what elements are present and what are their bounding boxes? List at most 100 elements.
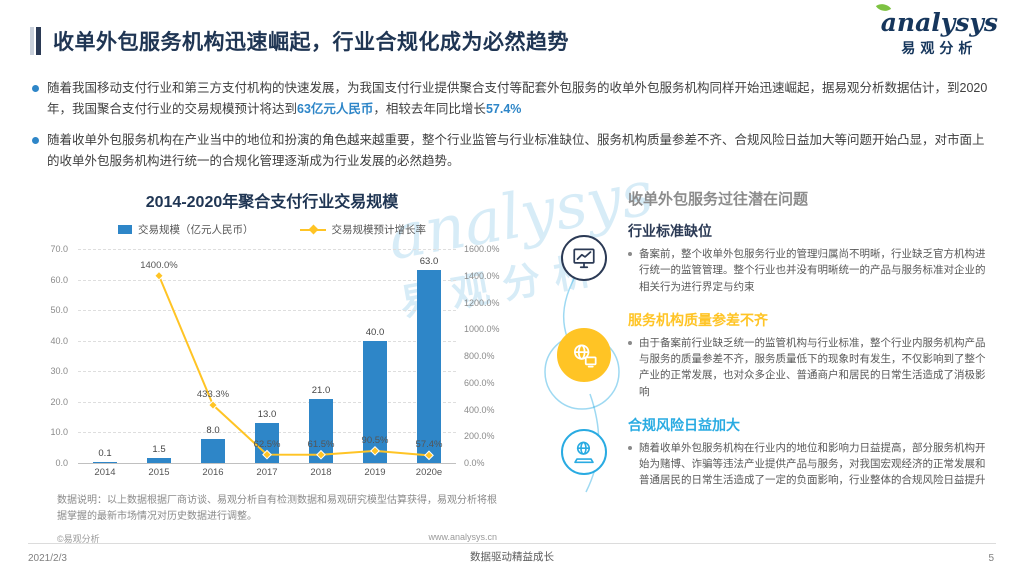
issue-description: 由于备案前行业缺乏统一的监管机构与行业标准，整个行业内服务机构产品与服务的质量参…	[639, 336, 986, 398]
x-axis-label: 2017	[256, 467, 278, 478]
chart-plot-area: 70.0 60.0 50.0 40.0 30.0 20.0 10.0 0.0 0.1 1.5 8.…	[50, 244, 499, 468]
header-bullets: 随着我国移动支付行业和第三方支付机构的快速发展，为我国支付行业提供聚合支付等配套…	[30, 78, 994, 181]
title-row: 收单外包服务机构迅速崛起，行业合规化成为必然趋势	[30, 26, 569, 56]
issue-title: 服务机构质量参差不齐	[628, 311, 768, 328]
legend-bar-label: 交易规模（亿元人民币）	[138, 224, 254, 236]
issues-section: 收单外包服务过往潜在问题 行业标准缺位	[540, 188, 998, 504]
bar-value-label: 40.0	[365, 326, 385, 338]
bullet-dot-icon	[32, 85, 39, 92]
footer-divider	[28, 543, 996, 544]
bullet-dot	[628, 252, 632, 256]
globe-laptop-icon	[561, 428, 607, 475]
left-axis: 70.0 60.0 50.0 40.0 30.0 20.0 10.0 0.0	[30, 244, 72, 468]
issue-text: 备案前，整个收单外包服务行业的管理归属尚不明晰，行业缺乏官方机构进行统一的监管管…	[628, 246, 994, 295]
issue-body: 服务机构质量参差不齐 由于备案前行业缺乏统一的监管机构与行业标准，整个行业内服务…	[628, 310, 998, 400]
footer-date: 2021/2/3	[28, 553, 67, 564]
accent-bar-dark	[36, 27, 41, 55]
growth-value-label: 433.3%	[196, 389, 230, 401]
globe-monitor-icon	[557, 327, 611, 382]
legend-line-label: 交易规模预计增长率	[331, 224, 427, 236]
header-bullet: 随着我国移动支付行业和第三方支付机构的快速发展，为我国支付行业提供聚合支付等配套…	[30, 78, 994, 121]
page-title: 收单外包服务机构迅速崛起，行业合规化成为必然趋势	[53, 31, 569, 54]
left-axis-label: 60.0	[50, 274, 68, 285]
copyright-text: ©易观分析	[57, 534, 100, 544]
left-axis-label: 40.0	[50, 335, 68, 346]
right-axis-label: 600.0%	[464, 377, 495, 388]
grid-line	[78, 371, 456, 373]
issue-icon-col	[540, 415, 628, 489]
issue-title: 合规风险日益加大	[628, 416, 740, 433]
grid-line	[78, 310, 456, 312]
chart-legend: 交易规模（亿元人民币） 交易规模预计增长率	[30, 222, 514, 237]
issue-item-industry-standard: 行业标准缺位 备案前，整个收单外包服务行业的管理归属尚不明晰，行业缺乏官方机构进…	[540, 221, 998, 295]
grid-line	[78, 279, 456, 281]
growth-value-label: 61.5%	[307, 438, 335, 450]
issue-icon-col	[540, 221, 628, 295]
line-point-diamond-icon	[262, 449, 272, 460]
bullet-text: 随着我国移动支付行业和第三方支付机构的快速发展，为我国支付行业提供聚合支付等配套…	[47, 81, 988, 117]
x-axis-label: 2020e	[415, 467, 443, 478]
bar	[417, 270, 441, 463]
issues-heading: 收单外包服务过往潜在问题	[628, 191, 809, 208]
bar	[147, 458, 171, 463]
bar	[93, 461, 117, 463]
plot: 0.1 1.5 8.0 13.0 21.0 40.0 63.0 1400.0% 433.3% 62…	[78, 249, 456, 464]
grid-line	[78, 463, 456, 464]
legend-item-bar: 交易规模（亿元人民币）	[118, 222, 254, 237]
right-axis-label: 200.0%	[464, 431, 495, 442]
logo-cn-text: 易观分析	[901, 40, 978, 56]
issue-body: 行业标准缺位 备案前，整个收单外包服务行业的管理归属尚不明晰，行业缺乏官方机构进…	[628, 221, 998, 295]
chart-note: 数据说明：以上数据根据厂商访谈、易观分析自有检测数据和易观研究模型估算获得，易观…	[57, 495, 497, 522]
line-point-diamond-icon	[370, 445, 380, 456]
line-point-diamond-icon	[208, 400, 218, 410]
right-axis-label: 1200.0%	[464, 297, 500, 308]
issue-text: 随着收单外包服务机构在行业内的地位和影响力日益提高，部分服务机构开始为赌博、诈骗…	[628, 440, 994, 489]
x-axis-label: 2019	[364, 467, 386, 478]
logo-script: analysys	[875, 0, 998, 37]
x-axis-label: 2014	[94, 467, 116, 478]
growth-value-label: 57.4%	[415, 439, 443, 451]
chart-footer: ©易观分析 www.analysys.cn	[57, 532, 497, 545]
logo-script-text: analysys	[880, 8, 998, 37]
line-point-diamond-icon	[424, 450, 434, 461]
bar	[201, 438, 225, 463]
issue-icon-col	[540, 310, 628, 400]
bar-value-label: 13.0	[257, 409, 277, 421]
line-point-diamond-icon	[154, 270, 164, 281]
x-axis-label: 2016	[202, 467, 224, 478]
right-axis-label: 800.0%	[464, 351, 495, 361]
issue-description: 随着收单外包服务机构在行业内的地位和影响力日益提高，部分服务机构开始为赌博、诈骗…	[639, 441, 986, 487]
header-bullet: 随着收单外包服务机构在产业当中的地位和扮演的角色越来越重要，整个行业监管与行业标…	[30, 130, 994, 173]
monitor-chart-icon	[561, 234, 607, 281]
left-axis-label: 30.0	[50, 366, 68, 377]
left-axis-label: 0.0	[55, 458, 68, 468]
bullet-dot	[628, 340, 632, 345]
grid-line	[78, 401, 456, 403]
x-axis-label: 2015	[148, 467, 170, 478]
issue-item-compliance-risk: 合规风险日益加大 随着收单外包服务机构在行业内的地位和影响力日益提高，部分服务机…	[540, 415, 998, 489]
line-point-diamond-icon	[316, 449, 326, 460]
issue-title: 行业标准缺位	[628, 223, 712, 239]
bullet-dot-icon	[32, 136, 39, 144]
bar-value-label: 1.5	[152, 444, 166, 456]
right-axis-label: 1400.0%	[464, 270, 500, 281]
page-number: 5	[988, 553, 994, 564]
chart-section: 2014-2020年聚合支付行业交易规模 交易规模（亿元人民币） 交易规模预计增…	[30, 188, 514, 545]
bar-value-label: 0.1	[98, 447, 112, 459]
issue-description: 备案前，整个收单外包服务行业的管理归属尚不明晰，行业缺乏官方机构进行统一的监管管…	[639, 248, 986, 293]
issue-body: 合规风险日益加大 随着收单外包服务机构在行业内的地位和影响力日益提高，部分服务机…	[628, 415, 998, 489]
bar-value-label: 21.0	[311, 384, 331, 396]
left-axis-label: 10.0	[50, 427, 68, 438]
growth-value-label: 90.5%	[361, 434, 389, 446]
bar-value-label: 8.0	[206, 424, 220, 436]
growth-value-label: 1400.0%	[140, 259, 178, 271]
right-axis-label: 1600.0%	[464, 244, 500, 254]
growth-rate-line	[154, 270, 434, 461]
bar	[363, 340, 387, 463]
bullet-dot	[628, 445, 632, 450]
right-axis-label: 1000.0%	[464, 324, 500, 335]
x-axis-label: 2018	[310, 467, 332, 478]
website-text: www.analysys.cn	[428, 532, 497, 542]
chart-title: 2014-2020年聚合支付行业交易规模	[145, 194, 399, 211]
